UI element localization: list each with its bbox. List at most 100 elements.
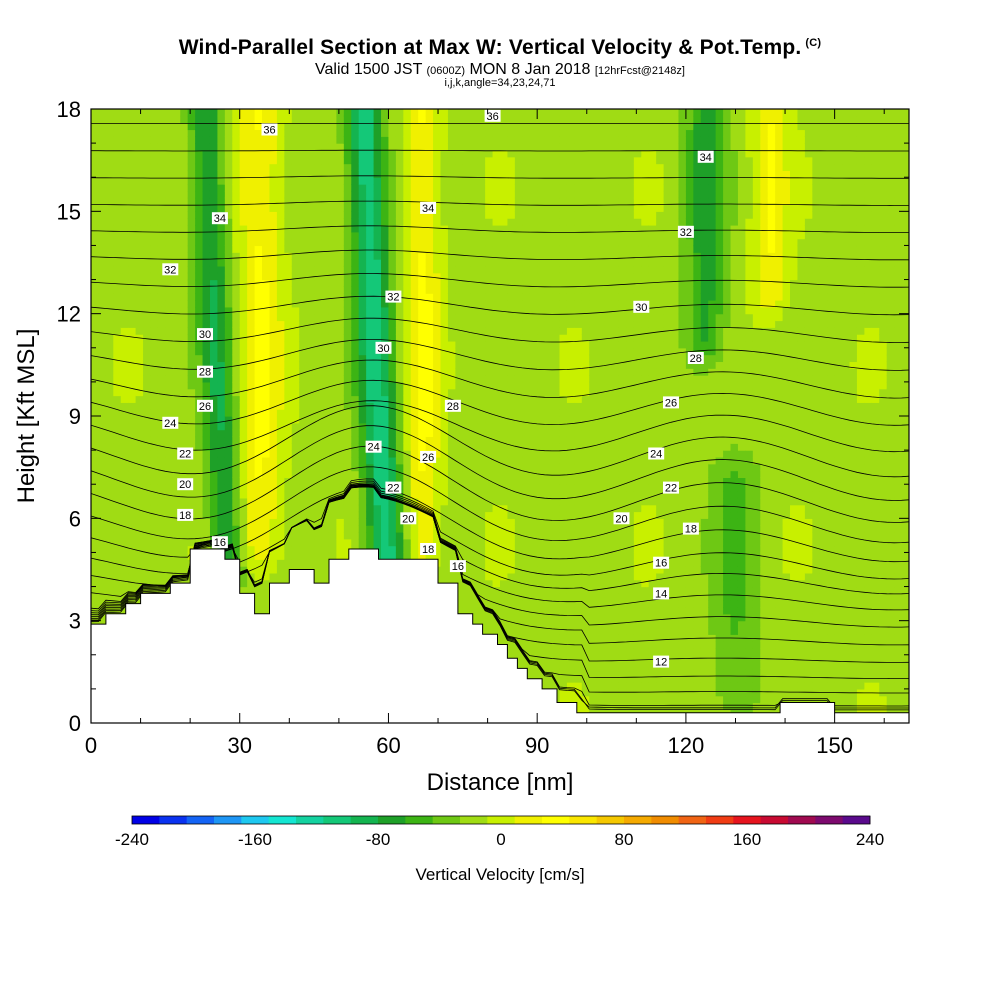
w-cell xyxy=(91,368,100,376)
w-cell xyxy=(351,388,360,397)
w-cell xyxy=(462,313,471,322)
w-cell xyxy=(224,504,233,513)
w-cell xyxy=(388,361,397,369)
w-cell xyxy=(150,334,159,342)
w-cell xyxy=(410,306,419,315)
w-cell xyxy=(395,450,404,458)
w-cell xyxy=(195,149,204,158)
w-cell xyxy=(224,334,233,342)
w-cell xyxy=(262,402,271,410)
w-cell xyxy=(492,627,501,635)
w-cell xyxy=(276,245,285,253)
w-cell xyxy=(381,531,390,540)
w-cell xyxy=(254,279,263,287)
w-cell xyxy=(425,190,434,199)
w-cell xyxy=(447,484,456,492)
w-cell xyxy=(447,143,456,151)
w-cell xyxy=(366,436,375,444)
w-cell xyxy=(120,450,129,458)
w-cell xyxy=(105,436,114,444)
w-cell xyxy=(157,559,166,567)
w-cell xyxy=(447,375,456,383)
w-cell xyxy=(410,545,419,554)
w-cell xyxy=(172,129,181,137)
w-cell xyxy=(403,545,412,554)
w-cell xyxy=(269,184,278,192)
w-cell xyxy=(98,190,107,199)
w-cell xyxy=(143,470,152,478)
w-cell xyxy=(321,354,330,363)
w-cell xyxy=(113,361,122,369)
w-cell xyxy=(157,361,166,369)
w-cell xyxy=(143,538,152,547)
w-cell xyxy=(239,375,248,383)
w-cell xyxy=(314,184,323,192)
w-cell xyxy=(113,368,122,376)
w-cell xyxy=(291,245,300,253)
w-cell xyxy=(328,184,337,192)
w-cell xyxy=(492,347,501,356)
w-cell xyxy=(187,402,196,410)
w-cell xyxy=(321,313,330,322)
w-cell xyxy=(381,436,390,444)
w-cell xyxy=(395,511,404,519)
w-cell xyxy=(113,484,122,492)
w-cell xyxy=(120,109,129,117)
w-cell xyxy=(254,538,263,547)
w-cell xyxy=(306,429,315,438)
w-cell xyxy=(314,306,323,315)
w-cell xyxy=(143,279,152,287)
w-cell xyxy=(254,395,263,403)
w-cell xyxy=(247,231,256,240)
w-cell xyxy=(485,204,494,212)
w-cell xyxy=(269,259,278,267)
w-cell xyxy=(395,204,404,212)
w-cell xyxy=(120,586,129,594)
w-cell xyxy=(395,170,404,178)
w-cell xyxy=(269,552,278,560)
w-cell xyxy=(157,463,166,472)
w-cell xyxy=(120,572,129,581)
w-cell xyxy=(492,368,501,376)
w-cell xyxy=(187,252,196,260)
w-cell xyxy=(455,218,464,226)
w-cell xyxy=(440,381,449,390)
w-cell xyxy=(284,545,293,554)
w-cell xyxy=(403,143,412,151)
w-cell xyxy=(418,334,427,342)
w-cell xyxy=(269,252,278,260)
w-cell xyxy=(247,381,256,390)
w-cell xyxy=(262,340,271,349)
w-cell xyxy=(425,170,434,178)
w-cell xyxy=(269,518,278,526)
w-cell xyxy=(440,136,449,144)
w-cell xyxy=(358,184,367,192)
w-cell xyxy=(470,245,479,253)
w-cell xyxy=(284,149,293,158)
w-cell xyxy=(247,156,256,165)
w-cell xyxy=(180,388,189,397)
w-cell xyxy=(269,381,278,390)
w-cell xyxy=(336,450,345,458)
w-cell xyxy=(470,375,479,383)
w-cell xyxy=(180,156,189,165)
w-cell xyxy=(358,340,367,349)
w-cell xyxy=(328,518,337,526)
w-cell xyxy=(425,552,434,560)
w-cell xyxy=(120,320,129,328)
w-cell xyxy=(150,272,159,281)
w-cell xyxy=(470,545,479,554)
w-cell xyxy=(447,306,456,315)
w-cell xyxy=(351,504,360,513)
w-cell xyxy=(262,347,271,356)
w-cell xyxy=(262,422,271,431)
w-cell xyxy=(180,177,189,185)
w-cell xyxy=(299,293,308,301)
w-cell xyxy=(470,190,479,199)
w-cell xyxy=(172,293,181,301)
w-cell xyxy=(291,272,300,281)
w-cell xyxy=(254,545,263,554)
w-cell xyxy=(113,156,122,165)
w-cell xyxy=(410,272,419,281)
w-cell xyxy=(351,218,360,226)
